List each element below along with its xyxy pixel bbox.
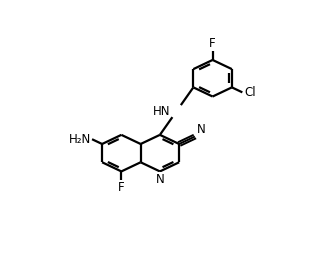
Text: H₂N: H₂N (69, 133, 91, 146)
Text: F: F (118, 181, 125, 194)
Text: N: N (197, 123, 206, 135)
Text: HN: HN (153, 105, 171, 118)
Text: N: N (155, 173, 164, 186)
Text: Cl: Cl (245, 86, 256, 99)
Text: F: F (209, 37, 216, 50)
